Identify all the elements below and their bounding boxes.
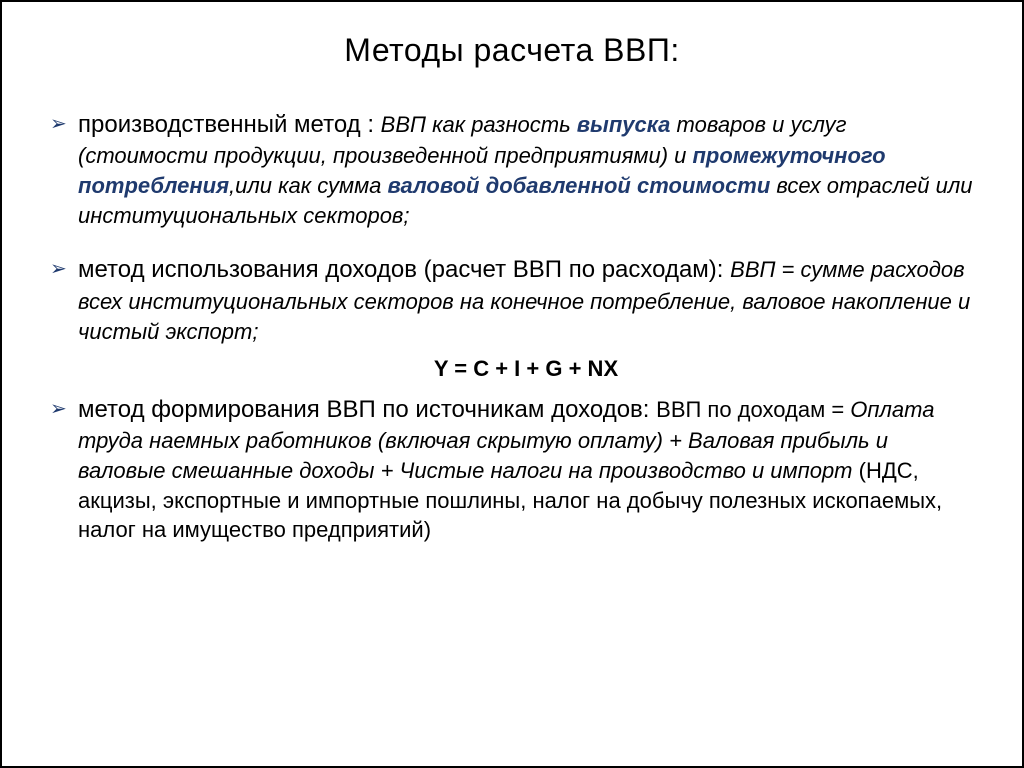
def-part: ,или как сумма (229, 173, 388, 198)
slide-container: Методы расчета ВВП: производственный мет… (0, 0, 1024, 768)
method-expenditure: метод использования доходов (расчет ВВП … (50, 254, 974, 383)
formula-text: Y = C + I + G + NX (78, 354, 974, 384)
method-list: производственный метод : ВВП как разност… (50, 109, 974, 545)
highlight-term: выпуска (577, 112, 671, 137)
highlight-term: валовой добавленной стоимости (388, 173, 771, 198)
term-label: метод формирования ВВП по источникам дох… (78, 396, 656, 423)
method-production: производственный метод : ВВП как разност… (50, 109, 974, 230)
def-lead: ВВП по доходам = (656, 397, 850, 422)
term-label: производственный метод : (78, 111, 381, 138)
def-part: ВВП как разность (381, 112, 577, 137)
slide-title: Методы расчета ВВП: (50, 32, 974, 69)
term-label: метод использования доходов (расчет ВВП … (78, 256, 730, 283)
method-income: метод формирования ВВП по источникам дох… (50, 394, 974, 545)
